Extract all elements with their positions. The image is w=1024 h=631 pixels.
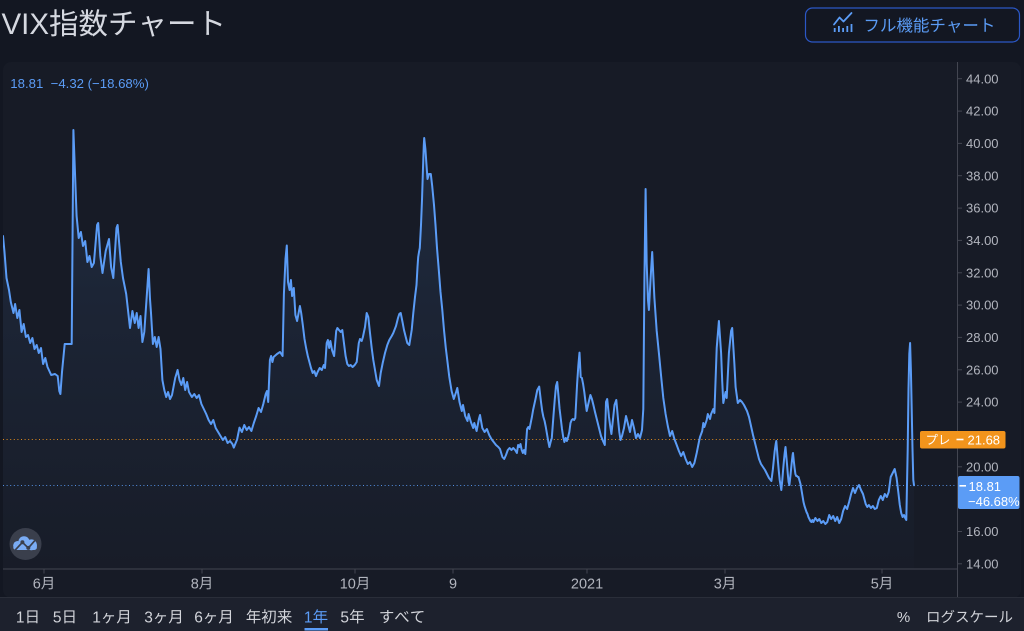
svg-text:36.00: 36.00: [966, 201, 999, 216]
svg-text:5: 5: [871, 576, 879, 592]
svg-text:VIX: VIX: [2, 8, 50, 41]
svg-text:21.68: 21.68: [968, 432, 1001, 447]
svg-text:3: 3: [144, 609, 153, 626]
svg-text:6: 6: [33, 576, 41, 592]
svg-text:20.00: 20.00: [966, 459, 999, 474]
svg-text:5: 5: [53, 609, 62, 626]
svg-text:40.00: 40.00: [966, 136, 999, 151]
svg-text:28.00: 28.00: [966, 330, 999, 345]
svg-text:5: 5: [340, 609, 349, 626]
svg-text:6: 6: [194, 609, 203, 626]
svg-text:10: 10: [340, 576, 356, 592]
svg-text:3: 3: [714, 576, 722, 592]
svg-text:%: %: [897, 609, 910, 626]
svg-text:8: 8: [191, 576, 199, 592]
svg-text:−46.68%: −46.68%: [968, 494, 1020, 509]
svg-text:14.00: 14.00: [966, 556, 999, 571]
svg-text:32.00: 32.00: [966, 265, 999, 280]
svg-text:34.00: 34.00: [966, 233, 999, 248]
svg-text:38.00: 38.00: [966, 168, 999, 183]
svg-text:1: 1: [16, 609, 25, 626]
svg-text:44.00: 44.00: [966, 71, 999, 86]
svg-text:1: 1: [304, 609, 313, 626]
svg-text:26.00: 26.00: [966, 362, 999, 377]
svg-text:24.00: 24.00: [966, 395, 999, 410]
svg-text:18.81: 18.81: [969, 479, 1002, 494]
svg-text:18.81 −4.32 (−18.68%): 18.81 −4.32 (−18.68%): [10, 76, 149, 91]
svg-text:30.00: 30.00: [966, 298, 999, 313]
svg-text:42.00: 42.00: [966, 104, 999, 119]
svg-text:16.00: 16.00: [966, 524, 999, 539]
svg-text:9: 9: [449, 576, 457, 592]
svg-text:2021: 2021: [571, 576, 603, 592]
svg-text:1: 1: [92, 609, 101, 626]
